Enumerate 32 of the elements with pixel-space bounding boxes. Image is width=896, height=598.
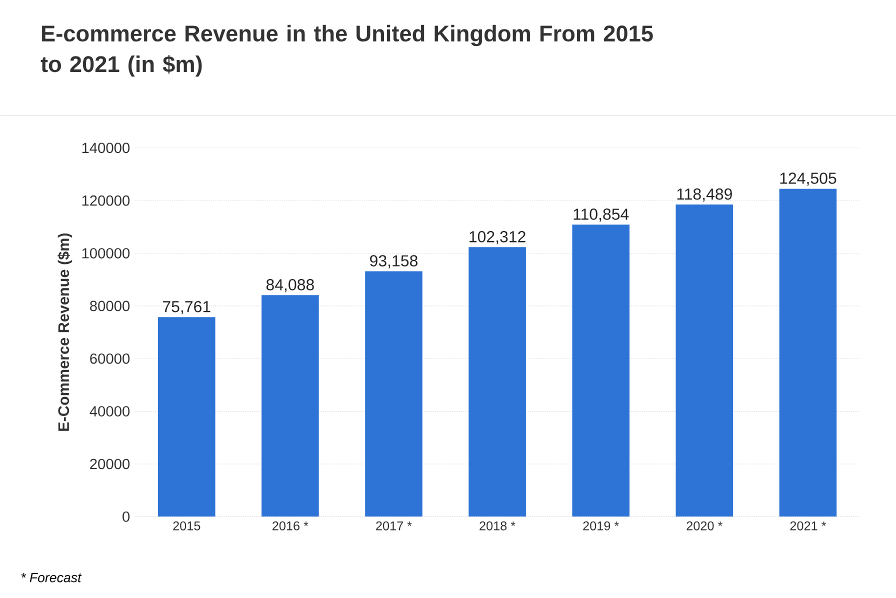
bar	[779, 188, 837, 517]
bar	[158, 317, 216, 517]
y-axis-title: E-Commerce Revenue ($m)	[58, 234, 72, 432]
chart-title: E-commerce Revenue in the United Kingdom From 2015 to 2021 (in $m)	[40, 25, 653, 77]
y-tick-label: 0	[122, 512, 130, 522]
bar	[365, 271, 422, 517]
x-tick-label: 2020 *	[686, 522, 722, 531]
y-tick-label: 20000	[90, 459, 130, 470]
data-label: 102,312	[470, 231, 526, 244]
x-tick-label: 2018 *	[480, 522, 516, 531]
x-tick-label: 2017 *	[376, 522, 412, 531]
x-tick-label: 2021 *	[790, 522, 826, 531]
y-tick-label: 80000	[90, 300, 130, 312]
data-label: 75,761	[163, 301, 210, 314]
data-label: 124,505	[780, 172, 836, 186]
y-tick-label: 100000	[82, 248, 130, 259]
y-tick-label: 40000	[90, 406, 130, 417]
bar	[262, 295, 319, 517]
bar	[468, 247, 526, 517]
y-tick-label: 60000	[90, 354, 130, 364]
data-label: 110,854	[574, 208, 629, 222]
bar	[676, 204, 734, 517]
x-tick-label: 2015	[173, 522, 200, 531]
y-tick-label: 140000	[82, 142, 130, 154]
bar	[572, 224, 630, 517]
data-label: 84,088	[266, 279, 314, 292]
text: * Forecast	[21, 573, 82, 582]
x-tick-label: 2016 *	[272, 522, 308, 531]
x-tick-label: 2019 *	[583, 522, 619, 531]
y-tick-label: 120000	[82, 196, 130, 206]
data-label: 93,158	[370, 255, 418, 269]
data-label: 118,489	[677, 188, 732, 202]
